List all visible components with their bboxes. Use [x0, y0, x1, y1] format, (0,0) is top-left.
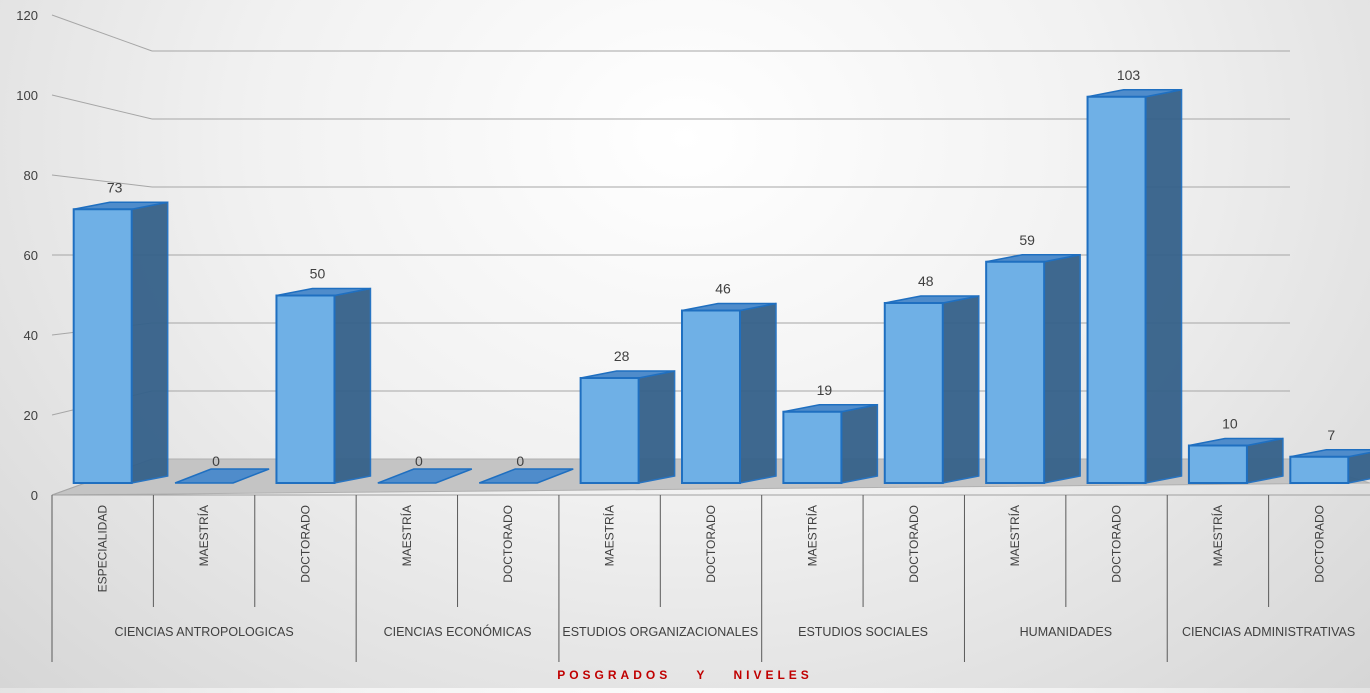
bar-side	[942, 295, 980, 484]
bar	[1187, 444, 1248, 484]
group-label: CIENCIAS ANTROPOLOGICAS	[114, 625, 293, 639]
y-tick-label: 100	[16, 88, 38, 103]
gridline-connector	[51, 174, 153, 188]
y-tick-label: 120	[16, 8, 38, 23]
y-tick-label: 60	[24, 248, 38, 263]
x-tick-label: DOCTORADO	[1110, 505, 1124, 583]
y-tick-label: 40	[24, 328, 38, 343]
bar	[275, 294, 336, 484]
bar	[72, 208, 133, 484]
bar	[681, 309, 741, 484]
x-tick-label: MAESTRÍA	[602, 505, 617, 566]
data-label: 48	[918, 273, 934, 289]
group-label: ESTUDIOS ORGANIZACIONALES	[562, 625, 758, 639]
bar	[174, 468, 270, 484]
bar	[985, 260, 1046, 484]
data-label: 50	[310, 266, 326, 282]
bar-side	[1144, 88, 1183, 484]
y-tick-label: 0	[31, 488, 38, 503]
data-label: 0	[516, 453, 524, 469]
x-tick-label: DOCTORADO	[501, 505, 515, 583]
x-tick-label: ESPECIALIDAD	[96, 505, 110, 593]
data-label: 46	[715, 281, 731, 297]
x-tick-label: DOCTORADO	[1312, 505, 1326, 583]
x-tick-label: DOCTORADO	[704, 505, 718, 583]
group-label: HUMANIDADES	[1020, 625, 1112, 639]
group-label: CIENCIAS ECONÓMICAS	[384, 624, 532, 639]
data-label: 0	[415, 453, 423, 469]
bar-side	[130, 201, 169, 484]
bar	[782, 410, 843, 484]
data-label: 19	[817, 382, 833, 398]
x-tick-label: MAESTRÍA	[399, 505, 414, 566]
x-tick-label: DOCTORADO	[298, 505, 312, 583]
bar	[377, 468, 473, 484]
x-tick-label: MAESTRÍA	[1007, 505, 1022, 566]
group-label: ESTUDIOS SOCIALES	[798, 625, 928, 639]
bar-side	[1043, 253, 1081, 484]
bar-side	[333, 287, 372, 484]
data-label: 103	[1117, 67, 1141, 83]
bar	[1289, 455, 1350, 484]
x-axis-title: POSGRADOS Y NIVELES	[557, 668, 813, 682]
x-tick-label: DOCTORADO	[907, 505, 921, 583]
bar	[478, 468, 574, 484]
y-tick-label: 20	[24, 408, 38, 423]
bar-side	[840, 403, 879, 484]
bar	[883, 302, 944, 484]
bar	[579, 377, 640, 484]
data-label: 59	[1019, 232, 1035, 248]
data-label: 73	[107, 179, 123, 195]
bar	[1086, 95, 1147, 484]
y-tick-label: 80	[24, 168, 38, 183]
bar-side	[739, 302, 777, 484]
data-label: 28	[614, 348, 630, 364]
x-tick-label: MAESTRÍA	[1210, 505, 1225, 566]
gridline-connector	[51, 14, 153, 52]
group-label: CIENCIAS ADMINISTRATIVAS	[1182, 625, 1355, 639]
gridline-connector	[51, 94, 153, 120]
data-label: 0	[212, 453, 220, 469]
x-tick-label: MAESTRÍA	[804, 505, 819, 566]
bar-side	[637, 370, 676, 484]
x-tick-label: MAESTRÍA	[196, 505, 211, 566]
data-label: 7	[1327, 427, 1335, 443]
data-label: 10	[1222, 416, 1238, 432]
